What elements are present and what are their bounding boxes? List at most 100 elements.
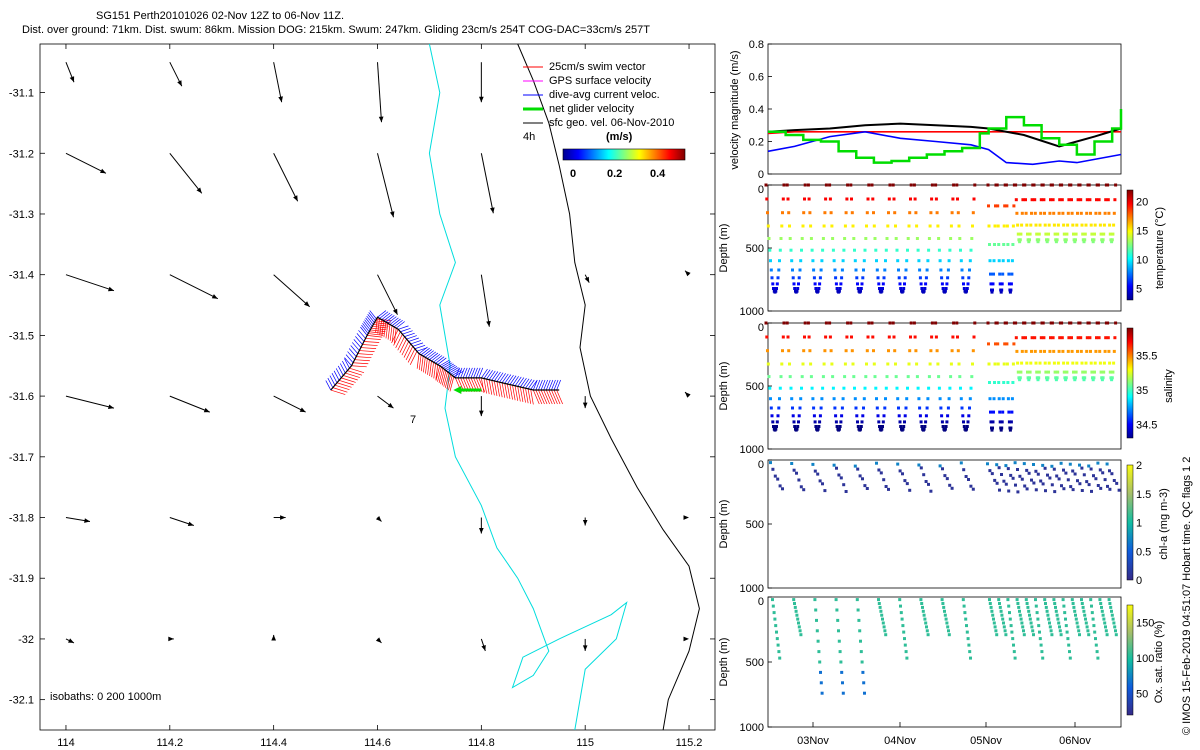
section-point [903,420,906,424]
section-point [823,489,827,493]
section-point [859,427,862,431]
current-vector [453,370,464,377]
current-vector [457,367,463,379]
section-point [887,335,891,339]
map-ytick-label: -31.8 [9,513,34,525]
section-point [832,463,836,467]
map-ytick-label: -31.3 [9,209,34,221]
section-point [781,349,784,353]
map-xtick-label: 115.2 [676,737,703,749]
section-point [1084,621,1088,625]
section-point [1044,602,1047,605]
section-point [785,321,789,325]
section-point [1071,361,1075,365]
swim-vector [435,364,439,380]
section-point [772,287,775,290]
map-ytick-label: -31.2 [9,148,34,160]
section-point [1058,629,1062,633]
section-point [835,608,839,612]
section-point [1074,617,1078,621]
section-point [1037,238,1041,242]
section-point [962,425,966,428]
section-point [961,598,965,602]
section-point [786,197,790,201]
section-point [1099,486,1103,490]
section-point [1092,474,1095,478]
section-point [821,237,825,240]
section-point [800,237,804,240]
current-vector [363,321,371,331]
section-point [969,386,973,390]
section-point [791,406,794,410]
section-point [927,237,931,240]
section-point [1104,629,1108,633]
map-ytick-label: -31.7 [9,452,34,464]
section-point [791,276,795,280]
current-vector [494,371,501,382]
section-point [773,617,777,621]
section-ytick-label: 500 [746,657,764,669]
section-point [966,420,970,424]
section-point [1039,643,1043,647]
section-point [1037,376,1041,380]
current-vector [348,348,357,357]
section-point [1021,336,1025,340]
section-point [807,335,811,339]
swim-vector [391,326,395,343]
map-ytick-label: -31.4 [9,270,34,282]
section-point [1095,198,1098,202]
section-point [820,397,824,401]
section-point [1060,183,1064,187]
section-point [879,471,883,475]
current-vector [431,354,441,362]
current-vector [556,379,561,391]
swim-vector [332,387,348,393]
section-point [894,237,898,240]
section-point [1018,376,1022,380]
section-point [1007,420,1011,424]
section-point [925,629,929,633]
section-point [811,462,815,466]
section-point [1066,637,1070,641]
section-point [1074,613,1077,617]
section-point [885,237,889,240]
section-point [949,362,953,366]
section-point [865,224,868,228]
section-point [1001,259,1005,263]
section-ytick-label: 0 [758,322,764,334]
section-point [779,237,783,240]
section-point [893,349,897,353]
section-point [908,349,912,353]
section-point [967,478,970,481]
section-point [878,287,881,290]
cbar-tick-label: 20 [1136,197,1148,209]
section-point [830,224,834,228]
section-point [1034,361,1038,365]
section-point [1004,464,1008,468]
current-vector [335,368,342,379]
section-point [1042,336,1046,340]
section-point [766,211,769,215]
section-point [887,487,890,491]
section-point [1058,625,1061,629]
geo-vector [65,274,115,292]
section-point [1026,232,1029,236]
section-point [771,604,775,608]
swim-vector [538,389,545,405]
section-point [1112,621,1116,625]
section-point [900,617,904,621]
geo-vector-head [582,520,588,526]
current-vector [501,373,509,383]
section-point [924,414,928,418]
section-point [853,259,857,263]
section-point [862,681,866,685]
geo-vector [169,152,203,194]
section-point [814,608,818,612]
section-point [1009,473,1013,477]
current-vector [481,368,488,379]
section-point [861,414,865,418]
section-point [1033,349,1037,353]
date-xtick-label: 06Nov [1059,735,1091,747]
section-point [1047,361,1051,365]
section-point [951,335,955,339]
